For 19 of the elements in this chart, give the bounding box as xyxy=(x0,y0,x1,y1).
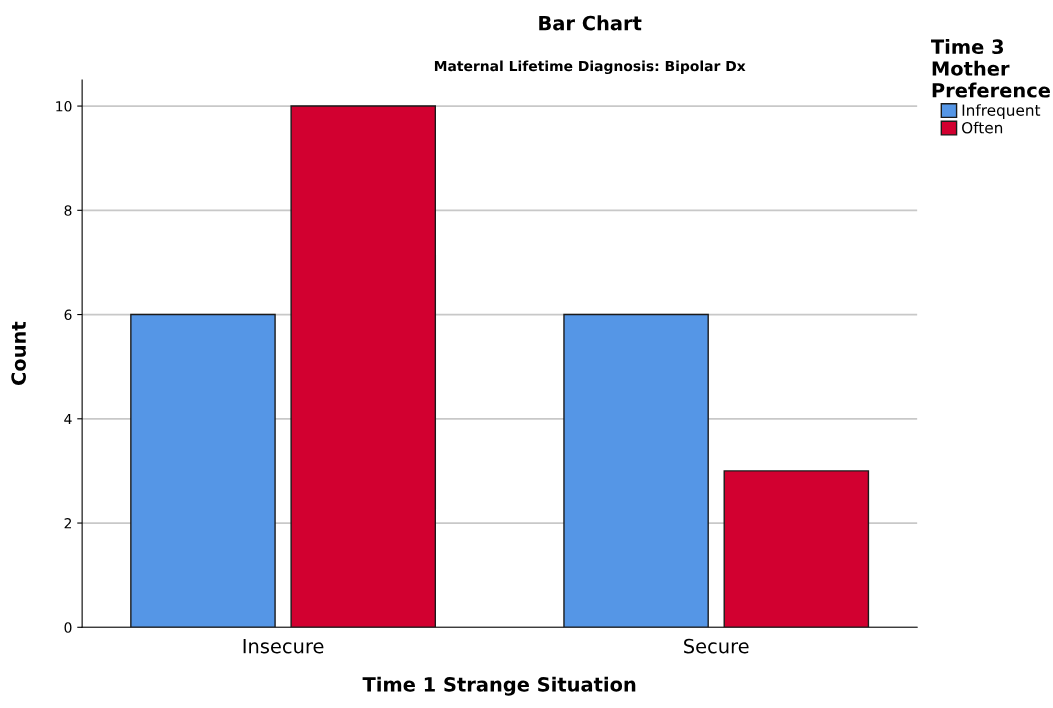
x-axis-title: Time 1 Strange Situation xyxy=(362,676,636,696)
bar xyxy=(130,313,276,628)
y-tick-label: 10 xyxy=(56,101,72,112)
y-tick-label: 2 xyxy=(64,518,72,529)
x-tick-label: Insecure xyxy=(243,639,324,654)
x-tick-label: Secure xyxy=(684,638,749,654)
y-tick-label: 6 xyxy=(64,309,72,321)
bar xyxy=(563,313,709,628)
bar xyxy=(723,470,870,628)
legend-label: Often xyxy=(962,121,1003,134)
legend-label: Infrequent xyxy=(962,104,1041,119)
y-axis-title: Count xyxy=(11,321,26,385)
chart-subtitle: Maternal Lifetime Diagnosis: Bipolar Dx xyxy=(434,60,746,75)
y-tick-label: 0 xyxy=(64,622,72,633)
y-tick-label: 8 xyxy=(64,205,72,216)
chart-title: Bar Chart xyxy=(539,15,642,31)
bar xyxy=(290,105,437,628)
y-tick-label: 4 xyxy=(64,413,72,425)
legend-title: Time 3 Mother Preference xyxy=(931,39,1050,98)
